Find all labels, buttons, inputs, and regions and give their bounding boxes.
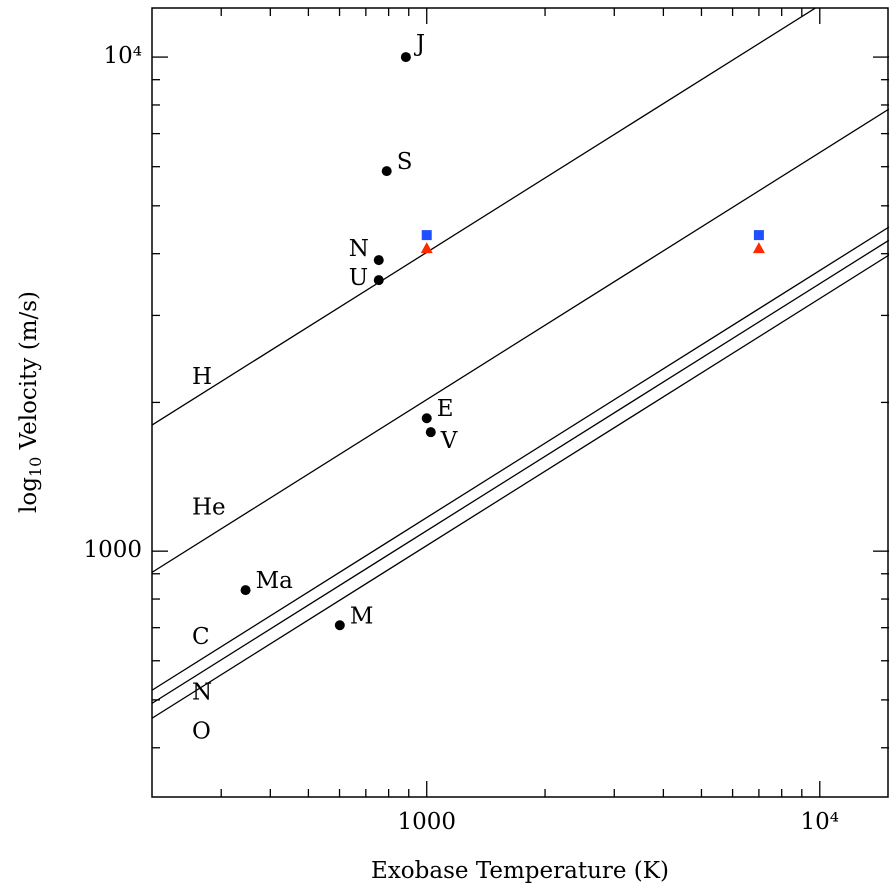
data-point bbox=[421, 413, 432, 424]
point-label: V bbox=[440, 428, 458, 454]
y-label-subscript: 10 bbox=[26, 457, 45, 477]
series-label: He bbox=[192, 494, 226, 520]
plot-area bbox=[152, 8, 889, 719]
data-point bbox=[373, 275, 384, 286]
series-line bbox=[152, 254, 889, 719]
data-point bbox=[425, 427, 436, 438]
y-tick-label: 1000 bbox=[83, 537, 142, 563]
series-line bbox=[152, 239, 889, 704]
series-label: C bbox=[192, 624, 210, 650]
plot-frame bbox=[151, 7, 889, 798]
y-label-part: log bbox=[16, 477, 42, 513]
square-marker bbox=[753, 230, 764, 241]
x-tick-label: 10⁴ bbox=[801, 809, 840, 835]
data-point bbox=[400, 52, 411, 63]
point-label: Ma bbox=[256, 568, 294, 594]
data-point bbox=[381, 166, 392, 177]
series-label: O bbox=[192, 718, 211, 744]
point-label: N bbox=[349, 236, 369, 262]
point-label: J bbox=[414, 31, 425, 57]
point-label: E bbox=[437, 396, 454, 422]
y-tick-label: 10⁴ bbox=[104, 43, 143, 69]
data-point bbox=[240, 585, 251, 596]
x-axis-label: Exobase Temperature (K) bbox=[371, 858, 669, 884]
square-marker bbox=[421, 230, 432, 241]
data-point bbox=[373, 255, 384, 266]
series-label: N bbox=[192, 679, 212, 705]
triangle-marker bbox=[752, 242, 765, 254]
data-point bbox=[334, 620, 345, 631]
series-line bbox=[152, 108, 889, 573]
series-line bbox=[152, 226, 889, 691]
series-line bbox=[152, 8, 817, 426]
point-label: U bbox=[349, 265, 368, 291]
point-label: M bbox=[350, 603, 374, 629]
point-label: S bbox=[397, 149, 413, 175]
series-label: H bbox=[192, 364, 212, 390]
y-axis-label: log10 Velocity (m/s) bbox=[16, 291, 45, 513]
triangle-marker bbox=[420, 242, 433, 254]
y-label-part: Velocity (m/s) bbox=[16, 291, 42, 457]
x-tick-label: 1000 bbox=[397, 809, 456, 835]
